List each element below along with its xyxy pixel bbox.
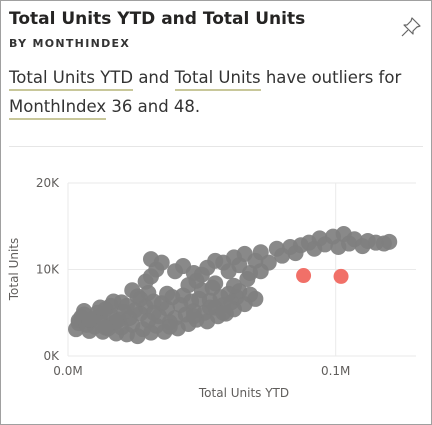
scatter-chart[interactable]: 0K 10K 20K 0.0M 0.1M Total Units YTD Total U… bbox=[1, 166, 432, 411]
narrative-field-total-units-ytd[interactable]: Total Units YTD bbox=[9, 68, 134, 91]
divider bbox=[9, 146, 423, 147]
narrative-field-monthindex[interactable]: MonthIndex bbox=[9, 97, 107, 120]
scatter-point bbox=[215, 304, 232, 321]
scatter-point bbox=[239, 271, 256, 288]
scatter-point bbox=[161, 318, 178, 335]
narrative-text-segment: and bbox=[133, 68, 175, 87]
scatter-point bbox=[381, 233, 398, 250]
scatter-plot-svg: 0K 10K 20K 0.0M 0.1M Total Units YTD Total U… bbox=[7, 176, 416, 400]
scatter-point bbox=[247, 290, 264, 307]
ticks-layer: 0K 10K 20K 0.0M 0.1M bbox=[36, 176, 351, 378]
narrative-field-total-units[interactable]: Total Units bbox=[174, 68, 261, 91]
scatter-point bbox=[137, 273, 154, 290]
scatter-point bbox=[92, 299, 109, 316]
scatter-point bbox=[124, 282, 141, 299]
scatter-point bbox=[97, 319, 114, 336]
x-tick-label: 0.0M bbox=[53, 364, 82, 378]
scatter-point bbox=[118, 297, 135, 314]
points-layer bbox=[68, 226, 398, 345]
outlier-point bbox=[333, 268, 349, 284]
x-tick-label: 0.1M bbox=[321, 364, 350, 378]
pin-icon[interactable] bbox=[399, 15, 423, 39]
y-tick-label: 20K bbox=[36, 176, 60, 190]
narrative-text-segment: 36 and 48. bbox=[106, 97, 201, 116]
visual-title: Total Units YTD and Total Units bbox=[9, 9, 306, 29]
y-tick-label: 0K bbox=[43, 349, 60, 363]
narrative-text-segment: have outliers for bbox=[260, 68, 402, 87]
scatter-point bbox=[145, 293, 162, 310]
x-axis-label: Total Units YTD bbox=[198, 386, 289, 400]
scatter-point bbox=[159, 285, 176, 302]
scatter-point bbox=[81, 311, 98, 328]
visual-subtitle: BY MONTHINDEX bbox=[9, 37, 131, 50]
scatter-point bbox=[185, 308, 202, 325]
scatter-point bbox=[142, 251, 159, 268]
grid-layer bbox=[67, 182, 416, 357]
y-axis-label: Total Units bbox=[7, 238, 21, 302]
scatter-point bbox=[225, 277, 242, 294]
narrative-text: Total Units YTD and Total Units have out… bbox=[9, 63, 414, 121]
y-tick-label: 10K bbox=[36, 263, 60, 277]
outlier-point bbox=[296, 268, 312, 284]
scatter-point bbox=[252, 263, 269, 280]
scatter-point bbox=[207, 275, 224, 292]
scatter-point bbox=[105, 293, 122, 310]
scatter-point bbox=[201, 299, 218, 316]
scatter-point bbox=[188, 272, 205, 289]
